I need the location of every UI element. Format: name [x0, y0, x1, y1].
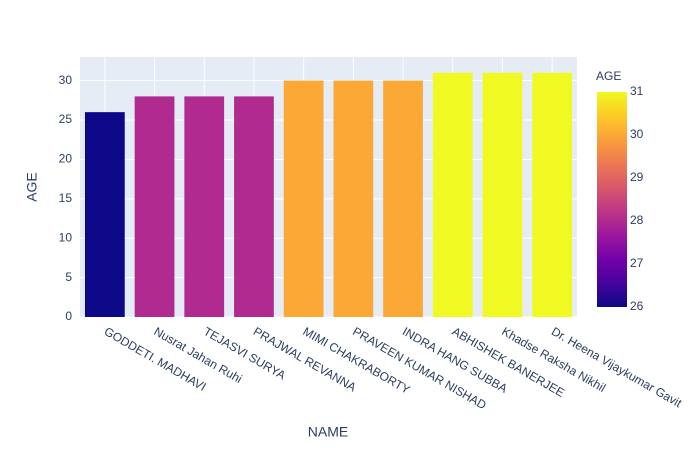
bar: [383, 80, 423, 318]
bar: [283, 80, 324, 318]
y-tick-label: 0: [65, 309, 72, 323]
bar: [84, 112, 125, 317]
colorbar-title: AGE: [596, 69, 621, 83]
colorbar: [597, 92, 627, 307]
bar: [184, 96, 225, 317]
y-tick-label: 10: [59, 230, 73, 244]
y-tick-label: 20: [59, 152, 73, 166]
bar: [532, 72, 573, 318]
bar: [134, 96, 175, 317]
colorbar-tick-label: 30: [630, 127, 644, 141]
bar: [482, 72, 523, 318]
y-tick-label: 15: [59, 191, 73, 205]
colorbar-tick-label: 27: [630, 256, 644, 270]
y-tick-label: 30: [59, 73, 73, 87]
colorbar-tick-label: 31: [630, 84, 644, 98]
colorbar-tick-label: 28: [630, 213, 644, 227]
colorbar-tick-label: 29: [630, 170, 644, 184]
y-tick-label: 5: [65, 270, 72, 284]
y-axis-title: AGE: [24, 172, 40, 202]
bar: [333, 80, 374, 318]
x-axis-title: NAME: [308, 424, 348, 440]
colorbar-tick-label: 26: [630, 299, 644, 313]
y-tick-label: 25: [59, 112, 73, 126]
bar: [234, 96, 274, 317]
bar: [432, 72, 473, 318]
